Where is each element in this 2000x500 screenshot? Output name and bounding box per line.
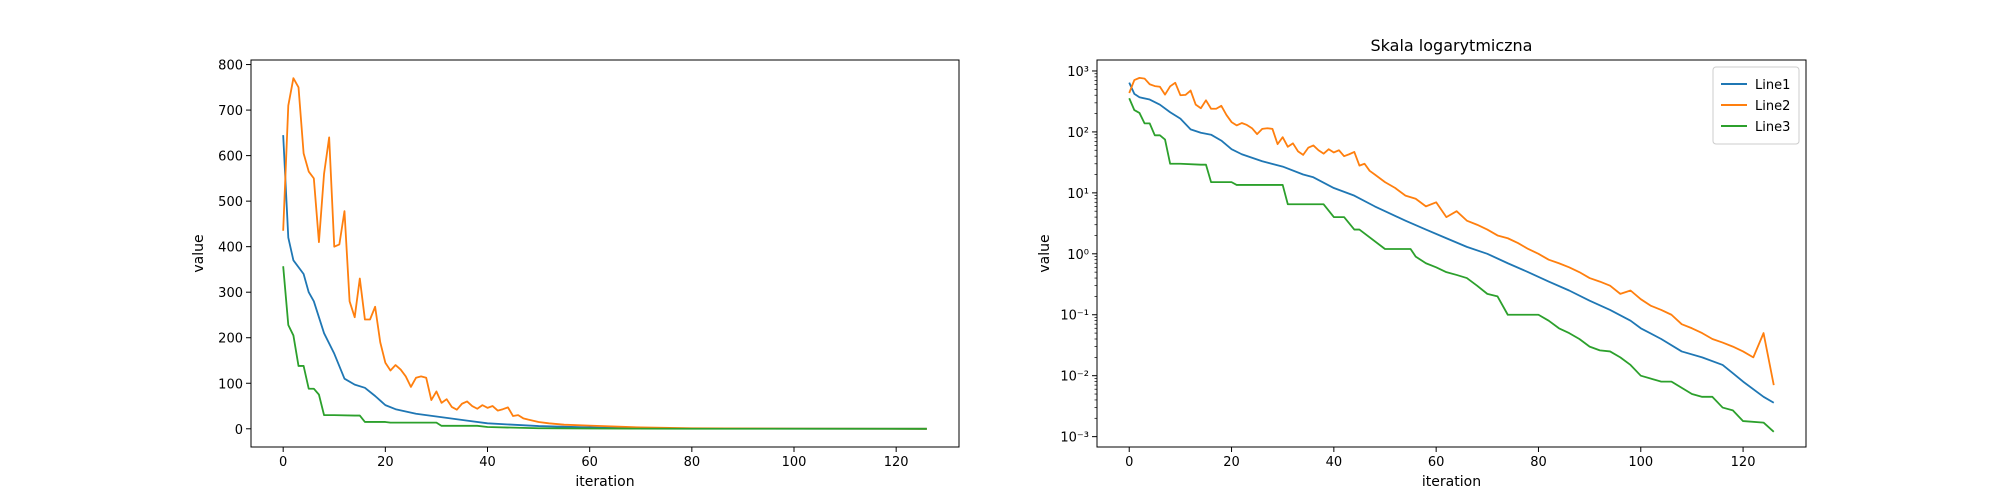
- log-chart-x-ticks: 0 20 40 60 80 100 120: [1125, 447, 1755, 470]
- log-chart-legend: Line1 Line2 Line3: [1712, 66, 1800, 145]
- x-tick-label: 60: [1428, 455, 1445, 470]
- log-chart-plot-area: [1128, 76, 1775, 433]
- linear-chart-plot-area: [282, 77, 927, 430]
- legend-label: Line1: [1755, 78, 1790, 93]
- x-tick-label: 100: [1628, 455, 1653, 470]
- y-tick-label: 10²: [1067, 126, 1089, 141]
- legend-box: [1712, 66, 1800, 145]
- log-chart: Skala logarytmiczna 0 20 40 60 80 100 120 10⁻³…: [1037, 36, 1807, 490]
- log-chart-y-axis-label: value: [1037, 234, 1053, 272]
- y-tick-label: 0: [235, 423, 243, 438]
- series-line-1: [1128, 82, 1775, 404]
- series-line-2: [1128, 76, 1775, 386]
- x-tick-label: 100: [782, 455, 807, 470]
- y-tick-label: 200: [218, 332, 243, 347]
- series-line-1: [282, 135, 927, 430]
- y-tick-label: 600: [218, 150, 243, 165]
- linear-chart-x-ticks: 0 20 40 60 80 100 120: [279, 447, 909, 470]
- y-tick-label: 700: [218, 104, 243, 119]
- x-tick-label: 80: [1530, 455, 1547, 470]
- x-tick-label: 120: [1731, 455, 1756, 470]
- x-tick-label: 20: [1223, 455, 1240, 470]
- y-tick-label: 10¹: [1067, 187, 1089, 202]
- y-tick-label: 100: [218, 377, 243, 392]
- log-chart-title: Skala logarytmiczna: [1371, 36, 1533, 55]
- y-tick-label: 10⁻³: [1060, 431, 1089, 446]
- legend-label: Line3: [1755, 120, 1790, 135]
- y-tick-label: 800: [218, 59, 243, 74]
- x-tick-label: 20: [377, 455, 394, 470]
- log-chart-x-axis-label: iteration: [1422, 474, 1481, 490]
- series-line-3: [1128, 97, 1775, 433]
- series-line-3: [282, 266, 927, 430]
- legend-label: Line2: [1755, 99, 1790, 114]
- linear-chart-y-axis-label: value: [191, 234, 207, 272]
- y-tick-label: 400: [218, 241, 243, 256]
- linear-chart-frame: [250, 59, 960, 448]
- linear-chart-x-axis-label: iteration: [575, 474, 634, 490]
- x-tick-label: 80: [684, 455, 701, 470]
- x-tick-label: 40: [1326, 455, 1343, 470]
- y-tick-label: 300: [218, 286, 243, 301]
- y-tick-label: 10⁻²: [1060, 370, 1089, 385]
- y-tick-label: 10³: [1067, 65, 1089, 80]
- x-tick-label: 40: [479, 455, 496, 470]
- x-tick-label: 120: [884, 455, 909, 470]
- linear-chart-y-ticks: 0 100 200 300 400 500 600 700 800: [218, 59, 251, 438]
- x-tick-label: 0: [1125, 455, 1133, 470]
- linear-chart: 0 20 40 60 80 100 120 0 100 200 300 400 500 600 700 80…: [191, 59, 960, 490]
- x-tick-label: 60: [581, 455, 598, 470]
- y-tick-label: 10⁰: [1067, 248, 1089, 263]
- log-chart-y-ticks: 10⁻³ 10⁻² 10⁻¹ 10⁰ 10¹ 10² 10³: [1060, 65, 1097, 446]
- y-tick-label: 500: [218, 195, 243, 210]
- x-tick-label: 0: [279, 455, 287, 470]
- series-line-2: [282, 77, 927, 430]
- y-tick-label: 10⁻¹: [1060, 309, 1089, 324]
